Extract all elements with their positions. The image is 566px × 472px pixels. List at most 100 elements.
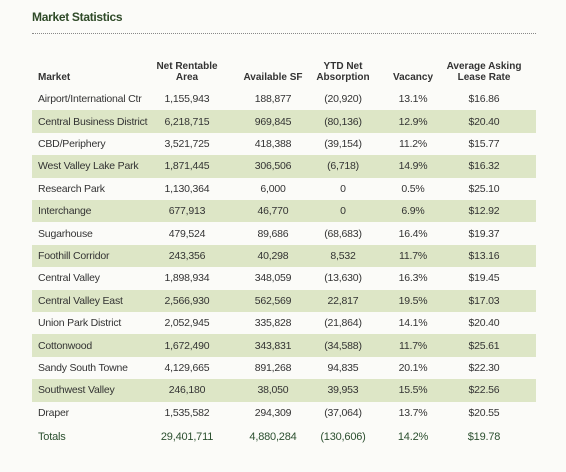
cell-value: 11.2%	[399, 137, 427, 150]
cell-value: $19.78	[467, 431, 501, 444]
cell-value: 14.1%	[398, 317, 428, 330]
table-row: Central Business District 6,218,715 969,84…	[32, 110, 536, 133]
cell-value: 12.9%	[398, 115, 428, 128]
cell-value: 1,898,934	[164, 272, 210, 285]
cell-value: (6,718)	[327, 160, 359, 173]
divider	[32, 33, 536, 34]
cell-value: 6,000	[260, 182, 286, 195]
cell-value: 418,388	[254, 137, 292, 150]
column-header: Market	[38, 72, 71, 83]
cell-value: 2,566,930	[164, 294, 210, 307]
cell-value: $20.40	[468, 317, 500, 330]
cell-value: $20.40	[468, 115, 500, 128]
cell-value: $16.32	[468, 160, 500, 173]
cell-value: (21,864)	[324, 317, 362, 330]
cell-value: 22,817	[327, 294, 359, 307]
table-row: Central Valley 1,898,934 348,059 (13,630) 16…	[32, 267, 536, 289]
table-row: Research Park 1,130,364 6,000 0 0.5% $25.10	[32, 178, 536, 200]
cell-value: 39,953	[327, 384, 359, 397]
cell-value: 243,356	[168, 249, 206, 262]
cell-value: (39,154)	[324, 137, 362, 150]
cell-value: 246,180	[168, 384, 206, 397]
cell-value: 1,871,445	[164, 160, 210, 173]
cell-value: 188,877	[254, 93, 292, 106]
cell-value: (13,630)	[324, 272, 362, 285]
cell-value: 4,129,665	[164, 361, 210, 374]
cell-value: $22.30	[468, 361, 500, 374]
cell-value: $12.92	[468, 205, 500, 218]
cell-value: 0	[340, 182, 346, 195]
cell-value: 479,524	[168, 227, 206, 240]
cell-market: Central Valley	[38, 272, 100, 285]
cell-value: 11.7%	[399, 339, 427, 352]
cell-market: Totals	[38, 431, 66, 444]
cell-value: 0.5%	[401, 182, 425, 195]
table-row: Draper 1,535,582 294,309 (37,064) 13.7% $20.5…	[32, 402, 536, 424]
cell-market: Sugarhouse	[38, 227, 93, 240]
cell-value: 89,686	[257, 227, 289, 240]
cell-value: 1,130,364	[164, 182, 210, 195]
cell-value: $19.37	[468, 227, 500, 240]
cell-value: 6,218,715	[164, 115, 210, 128]
cell-market: Cottonwood	[38, 339, 93, 352]
table-row: Sandy South Towne 4,129,665 891,268 94,835 2…	[32, 357, 536, 379]
cell-value: $13.16	[468, 249, 500, 262]
cell-value: 94,835	[327, 361, 359, 374]
table-row: Central Valley East 2,566,930 562,569 22,81…	[32, 289, 536, 312]
cell-value: $25.61	[468, 339, 500, 352]
table-row: West Valley Lake Park 1,871,445 306,506 (6,…	[32, 155, 536, 178]
cell-value: 1,155,943	[164, 93, 210, 106]
cell-value: 0	[340, 205, 346, 218]
title: Market Statistics	[32, 10, 123, 24]
table-row: Foothill Corridor 243,356 40,298 8,532 11.7%…	[32, 244, 536, 268]
cell-value: (130,606)	[320, 431, 366, 444]
cell-value: 13.1%	[398, 93, 428, 106]
cell-value: 1,672,490	[164, 339, 210, 352]
cell-market: West Valley Lake Park	[38, 160, 139, 173]
cell-value: 343,831	[254, 339, 292, 352]
column-header: Available SF	[243, 72, 303, 83]
cell-market: Central Business District	[38, 115, 148, 128]
cell-value: 562,569	[254, 294, 292, 307]
cell-value: 294,309	[254, 406, 292, 419]
table-row: CBD/Periphery 3,521,725 418,388 (39,154) 11.…	[32, 133, 536, 155]
table-row: Southwest Valley 246,180 38,050 39,953 15.5%…	[32, 379, 536, 402]
cell-value: (34,588)	[324, 339, 362, 352]
totals-row: Totals 29,401,711 4,880,284 (130,606) 14.2% $…	[32, 426, 536, 448]
cell-value: $17.03	[468, 294, 500, 307]
cell-value: 16.3%	[398, 272, 428, 285]
column-header: YTD Net Absorption	[316, 61, 370, 83]
cell-value: $15.77	[468, 137, 500, 150]
cell-market: Southwest Valley	[38, 384, 115, 397]
cell-value: $25.10	[468, 182, 500, 195]
cell-market: Airport/International Ctr	[38, 93, 142, 106]
cell-market: Draper	[38, 406, 69, 419]
cell-market: Interchange	[38, 205, 92, 218]
cell-value: $22.56	[468, 384, 500, 397]
cell-value: 40,298	[257, 249, 289, 262]
cell-value: 14.2%	[397, 431, 429, 444]
cell-value: 29,401,711	[160, 431, 214, 444]
cell-value: 891,268	[254, 361, 292, 374]
cell-value: 38,050	[257, 384, 289, 397]
cell-value: 4,880,284	[249, 431, 297, 444]
table-row: Union Park District 2,052,945 335,828 (21,8…	[32, 312, 536, 334]
cell-market: Central Valley East	[38, 294, 123, 307]
cell-value: 335,828	[254, 317, 292, 330]
cell-value: 14.9%	[398, 160, 428, 173]
cell-value: 2,052,945	[164, 317, 210, 330]
cell-value: (20,920)	[324, 93, 362, 106]
cell-market: Sandy South Towne	[38, 361, 128, 374]
column-header: Vacancy	[392, 72, 434, 83]
cell-value: 13.7%	[398, 406, 428, 419]
table-row: Sugarhouse 479,524 89,686 (68,683) 16.4% $19.…	[32, 222, 536, 244]
cell-value: 677,913	[168, 205, 206, 218]
cell-value: 16.4%	[398, 227, 428, 240]
cell-value: $20.55	[468, 406, 500, 419]
cell-value: 19.5%	[398, 294, 428, 307]
table-row: Interchange 677,913 46,770 0 6.9% $12.92	[32, 200, 536, 223]
cell-value: (68,683)	[324, 227, 362, 240]
cell-value: (37,064)	[324, 406, 362, 419]
cell-value: 15.5%	[398, 384, 428, 397]
